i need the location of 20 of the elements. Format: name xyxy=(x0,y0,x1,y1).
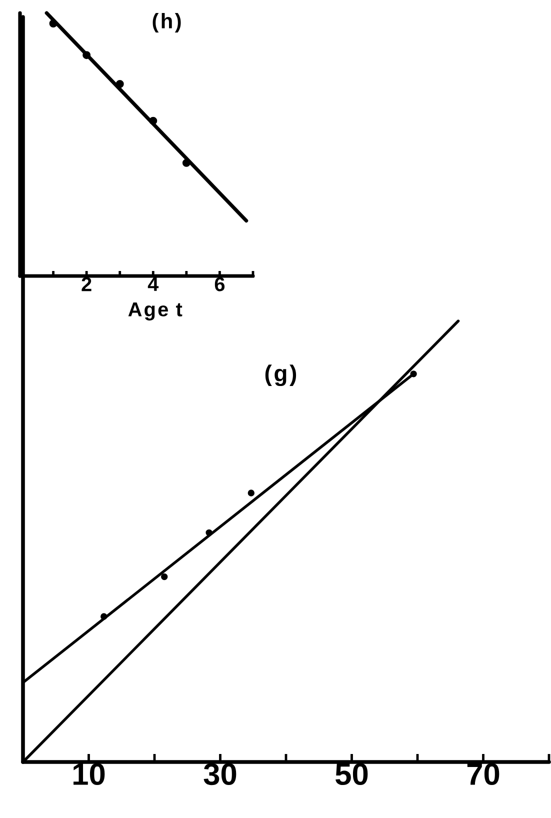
point xyxy=(100,613,108,620)
x-tick-label: 70 xyxy=(467,763,500,786)
point xyxy=(82,51,91,60)
x-axis-title: Age t xyxy=(128,302,182,320)
chart-title: (h) xyxy=(152,13,181,33)
x-tick-label: 10 xyxy=(74,763,105,786)
point xyxy=(182,158,190,167)
point xyxy=(248,490,254,496)
x-tick-label: 6 xyxy=(214,277,225,292)
text: (g) xyxy=(265,364,296,386)
x-tick-label: 2 xyxy=(82,277,92,292)
point xyxy=(49,20,58,28)
point xyxy=(206,529,212,536)
x-tick-label: 30 xyxy=(204,763,236,786)
point xyxy=(116,80,124,88)
x-tick-label: 4 xyxy=(148,277,159,291)
point xyxy=(410,370,417,378)
x-tick-label: 50 xyxy=(336,763,368,786)
point xyxy=(149,116,158,125)
point xyxy=(161,573,168,580)
